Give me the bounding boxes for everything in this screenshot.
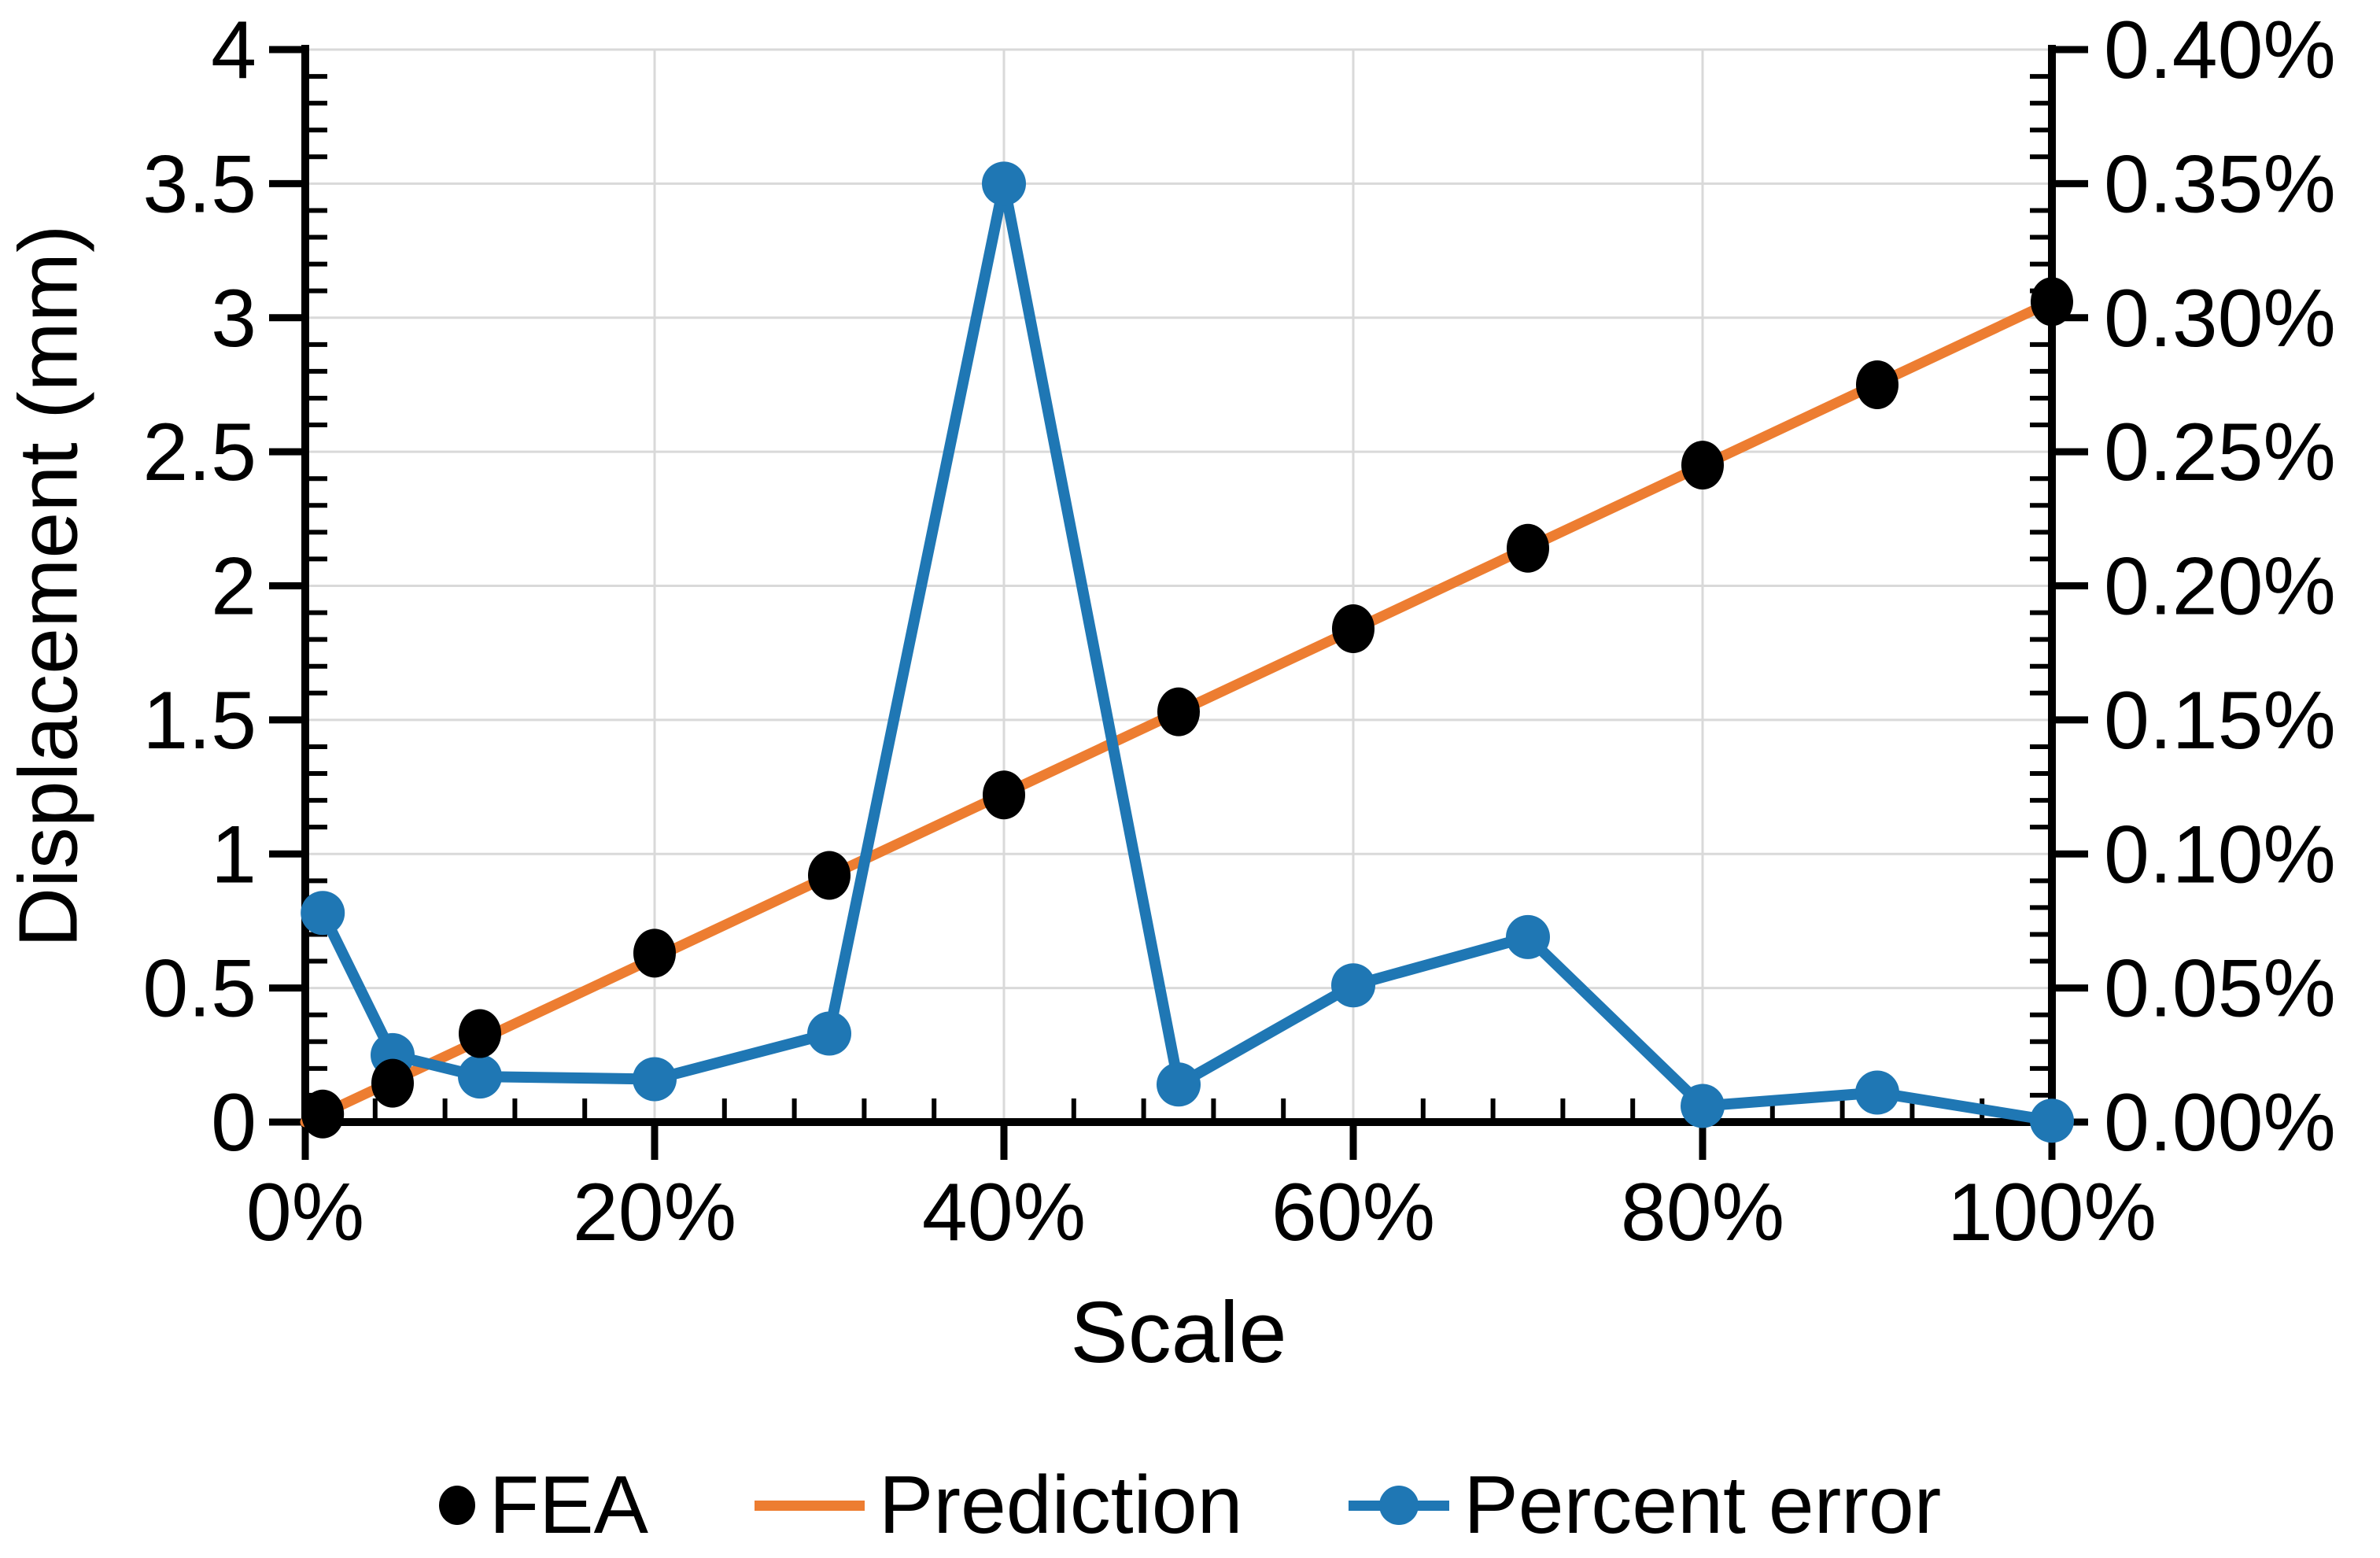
y-left-tick-label: 3 (211, 273, 256, 364)
percent-error-marker (2030, 1098, 2074, 1143)
percent-error-marker (458, 1054, 502, 1099)
fea-marker (633, 929, 676, 978)
y-left-tick-label: 1.5 (142, 675, 256, 766)
percent-error-marker (1506, 914, 1550, 959)
series-percent-error-line (317, 178, 2057, 1127)
legend-label-fea: FEA (489, 1459, 648, 1551)
fea-marker (1157, 687, 1200, 737)
x-tick-label: 60% (1271, 1167, 1435, 1258)
legend-item-prediction: Prediction (754, 1459, 1243, 1552)
y-left-tick-label: 0 (211, 1077, 256, 1168)
x-tick-label: 80% (1621, 1167, 1784, 1258)
x-tick-label: 0% (246, 1167, 364, 1258)
y-right-tick-label: 0.30% (2104, 273, 2336, 364)
fea-marker (1856, 360, 1898, 409)
fea-marker (459, 1009, 501, 1058)
y-left-tick-label: 1 (211, 809, 256, 900)
legend-item-percent-error: Percent error (1349, 1459, 1941, 1552)
y-left-tick-label: 4 (211, 5, 256, 96)
y-left-tick-label: 0.5 (142, 943, 256, 1035)
y-axis-title-left: Displacement (mm) (2, 224, 95, 948)
fea-marker (371, 1058, 414, 1108)
x-tick-label: 100% (1947, 1167, 2157, 1258)
fea-marker (301, 1089, 345, 1139)
fea-marker (1681, 441, 1724, 490)
percent-error-marker (633, 1057, 677, 1102)
y-right-tick-label: 0.20% (2104, 541, 2336, 633)
percent-error-marker (1331, 963, 1375, 1008)
percent-error-marker (1157, 1062, 1201, 1107)
legend-label-prediction: Prediction (878, 1459, 1243, 1551)
y-right-tick-label: 0.15% (2104, 675, 2336, 766)
y-right-tick-label: 0.05% (2104, 943, 2336, 1035)
prediction-line-icon (754, 1500, 865, 1511)
y-left-tick-label: 2.5 (142, 407, 256, 498)
y-left-tick-label: 3.5 (142, 138, 256, 230)
percent-error-marker (807, 1011, 851, 1056)
legend-item-fea: FEA (438, 1459, 648, 1552)
legend-label-percent-error: Percent error (1463, 1459, 1942, 1551)
chart-legend: FEA Prediction Percent error (0, 1454, 2380, 1556)
x-axis-title: Scale (1070, 1284, 1287, 1381)
fea-marker (1332, 604, 1374, 654)
fea-marker (983, 770, 1025, 820)
x-tick-label: 40% (922, 1167, 1086, 1258)
fea-marker (1507, 523, 1549, 573)
fea-dot-icon (438, 1486, 475, 1525)
percent-error-marker (1855, 1070, 1899, 1115)
y-right-tick-label: 0.10% (2104, 809, 2336, 900)
percent-error-marker (1681, 1084, 1725, 1128)
y-right-tick-label: 0.00% (2104, 1077, 2336, 1168)
y-left-tick-label: 2 (211, 541, 256, 633)
percent-error-marker (301, 891, 345, 936)
y-right-tick-label: 0.40% (2104, 5, 2336, 96)
fea-marker (808, 851, 851, 900)
y-right-tick-label: 0.25% (2104, 407, 2336, 498)
fea-marker (2031, 277, 2073, 327)
y-right-tick-label: 0.35% (2104, 138, 2336, 230)
percent-error-line-dot-icon (1349, 1486, 1450, 1525)
percent-error-marker (982, 161, 1026, 206)
x-tick-label: 20% (573, 1167, 736, 1258)
